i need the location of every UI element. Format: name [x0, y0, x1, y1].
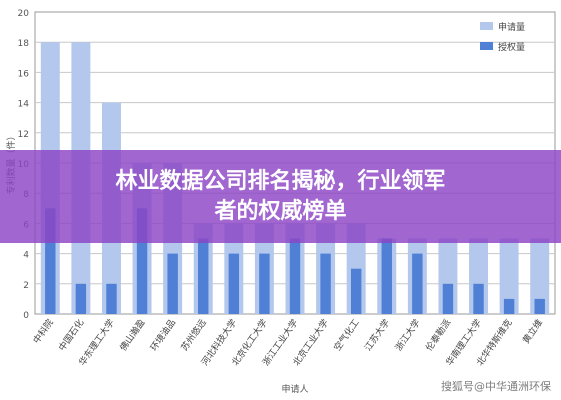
y-tick-label: 20	[18, 9, 30, 19]
bar-grant-7	[228, 253, 240, 314]
bar-grant-11	[350, 268, 362, 314]
x-tick-label: 伦泰勒派	[423, 317, 453, 353]
bar-application-16	[499, 238, 519, 314]
legend-label-application: 申请量	[498, 21, 525, 33]
banner-title-line2: 者的权威榜单	[214, 199, 347, 224]
x-axis-label: 申请人	[281, 383, 308, 395]
title-banner	[0, 150, 561, 243]
bar-grant-12	[381, 238, 392, 314]
bar-grant-14	[442, 283, 454, 314]
bar-grant-13	[412, 253, 423, 314]
legend-swatch-application	[480, 22, 493, 30]
x-tick-label: 苏州悠远	[178, 317, 208, 353]
y-tick-label: 4	[23, 251, 29, 261]
bar-grant-6	[198, 238, 209, 314]
watermark-text: 搜狐号@中华通洲环保	[441, 380, 551, 393]
x-tick-label: 江苏大学	[362, 317, 392, 353]
bar-grant-10	[320, 253, 331, 314]
y-tick-label: 14	[18, 100, 30, 110]
bar-grant-2	[75, 283, 87, 314]
bar-grant-3	[106, 283, 117, 314]
x-tick-label: 黄立维	[520, 317, 545, 346]
bar-grant-5	[167, 253, 178, 314]
bar-grant-4	[136, 208, 148, 314]
x-tick-label: 中科院	[30, 317, 55, 346]
legend-label-grant: 授权量	[498, 41, 525, 53]
y-tick-label: 2	[23, 281, 29, 291]
x-tick-label: 中国石化	[56, 317, 86, 353]
bar-grant-9	[289, 238, 301, 314]
y-tick-label: 0	[23, 311, 29, 321]
x-tick-label: 空气化工	[331, 317, 361, 353]
x-tick-label: 佛山瀚盈	[117, 317, 147, 353]
bar-grant-8	[259, 253, 270, 314]
y-tick-label: 18	[18, 39, 30, 49]
x-tick-label: 浙江大学	[392, 317, 422, 353]
x-tick-label: 环境油品	[148, 317, 178, 353]
y-tick-label: 16	[18, 69, 30, 79]
bar-grant-1	[45, 208, 56, 314]
bar-grant-16	[503, 298, 515, 314]
banner-title: 林业数据公司排名揭秘，行业领军 者的权威榜单	[30, 167, 531, 227]
legend-swatch-grant	[480, 42, 493, 50]
banner-title-line1: 林业数据公司排名揭秘，行业领军	[115, 169, 446, 194]
bar-application-17	[530, 238, 550, 314]
bar-grant-15	[473, 283, 484, 314]
y-tick-label: 12	[18, 130, 29, 140]
bar-grant-17	[534, 298, 545, 314]
